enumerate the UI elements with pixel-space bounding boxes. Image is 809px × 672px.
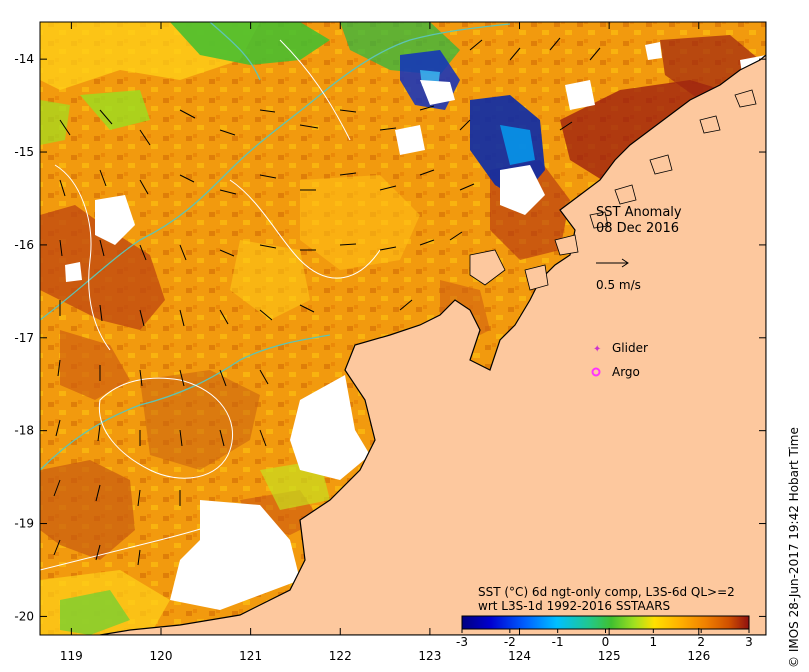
colorbar-gradient <box>461 615 750 630</box>
x-tick-label: 120 <box>150 649 173 663</box>
colorbar-tick-label: 0 <box>602 635 610 649</box>
missing-data <box>65 42 766 610</box>
bathymetry-contours <box>40 22 511 471</box>
x-tick-label: 119 <box>60 649 83 663</box>
colorbar-tick-label: 2 <box>697 635 705 649</box>
current-vectors <box>53 37 601 566</box>
glider-marker: ✦ <box>593 344 601 355</box>
y-tick-label: -14 <box>14 52 34 66</box>
map-frame <box>39 21 767 636</box>
colorbar-tick-label: 3 <box>745 635 753 649</box>
y-axis: -14 -15 -16 -17 -18 -19 -20 <box>14 52 766 623</box>
y-tick-label: -18 <box>14 424 34 438</box>
map-area: ✦ SST Anomaly 08 Dec 2016 0.5 m/s Glider… <box>40 22 766 635</box>
credit-text: © IMOS 28-Jun-2017 19:42 Hobart Time <box>787 427 801 668</box>
coast-islands <box>469 89 757 291</box>
x-axis: 119 120 121 122 123 124 125 126 <box>60 22 710 663</box>
white-contours <box>40 39 381 571</box>
colorbar: -3 -2 -1 0 1 2 3 <box>456 615 753 649</box>
map-title-line2: 08 Dec 2016 <box>596 221 679 236</box>
colorbar-ticks: -3 -2 -1 0 1 2 3 <box>456 629 753 649</box>
argo-marker <box>591 367 601 377</box>
scale-arrow <box>596 258 629 268</box>
colorbar-tick-label: -1 <box>552 635 564 649</box>
x-tick-label: 124 <box>508 649 531 663</box>
y-tick-label: -19 <box>14 517 34 531</box>
x-tick-label: 125 <box>598 649 621 663</box>
y-tick-label: -15 <box>14 145 34 159</box>
glider-legend-label: Glider <box>612 341 648 355</box>
y-tick-label: -20 <box>14 609 34 623</box>
x-tick-label: 126 <box>687 649 710 663</box>
product-description-line1: SST (°C) 6d ngt-only comp, L3S-6d QL>=2 <box>478 585 735 599</box>
map-title-line1: SST Anomaly <box>596 205 682 220</box>
product-description-line2: wrt L3S-1d 1992-2016 SSTAARS <box>478 599 670 613</box>
x-tick-label: 123 <box>418 649 441 663</box>
colorbar-tick-label: 1 <box>650 635 658 649</box>
x-tick-label: 121 <box>239 649 262 663</box>
land-mass <box>99 22 766 635</box>
scale-arrow-label: 0.5 m/s <box>596 278 641 292</box>
y-tick-label: -16 <box>14 238 34 252</box>
x-tick-label: 122 <box>329 649 352 663</box>
argo-legend-label: Argo <box>612 365 640 379</box>
svg-text:✦: ✦ <box>593 344 601 355</box>
colorbar-tick-label: -2 <box>504 635 516 649</box>
colorbar-tick-label: -3 <box>456 635 468 649</box>
y-tick-label: -17 <box>14 331 34 345</box>
